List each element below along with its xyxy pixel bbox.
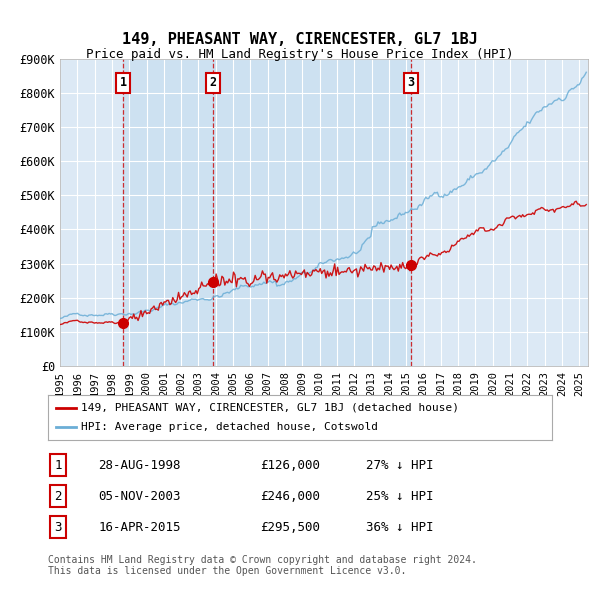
Text: 05-NOV-2003: 05-NOV-2003 xyxy=(98,490,181,503)
Text: 16-APR-2015: 16-APR-2015 xyxy=(98,520,181,534)
Text: £246,000: £246,000 xyxy=(260,490,320,503)
Text: 28-AUG-1998: 28-AUG-1998 xyxy=(98,458,181,472)
Text: 1: 1 xyxy=(55,458,62,472)
Text: 1: 1 xyxy=(119,76,127,89)
Text: 2: 2 xyxy=(55,490,62,503)
Text: £295,500: £295,500 xyxy=(260,520,320,534)
Text: 149, PHEASANT WAY, CIRENCESTER, GL7 1BJ (detached house): 149, PHEASANT WAY, CIRENCESTER, GL7 1BJ … xyxy=(81,403,459,412)
Text: This data is licensed under the Open Government Licence v3.0.: This data is licensed under the Open Gov… xyxy=(48,566,406,576)
Text: 3: 3 xyxy=(407,76,415,89)
Text: 3: 3 xyxy=(55,520,62,534)
Text: Contains HM Land Registry data © Crown copyright and database right 2024.: Contains HM Land Registry data © Crown c… xyxy=(48,555,477,565)
Text: 149, PHEASANT WAY, CIRENCESTER, GL7 1BJ: 149, PHEASANT WAY, CIRENCESTER, GL7 1BJ xyxy=(122,32,478,47)
Text: Price paid vs. HM Land Registry's House Price Index (HPI): Price paid vs. HM Land Registry's House … xyxy=(86,48,514,61)
Bar xyxy=(213,59,411,366)
Text: £126,000: £126,000 xyxy=(260,458,320,472)
Text: 27% ↓ HPI: 27% ↓ HPI xyxy=(365,458,433,472)
Text: HPI: Average price, detached house, Cotswold: HPI: Average price, detached house, Cots… xyxy=(81,422,378,432)
Text: 2: 2 xyxy=(209,76,217,89)
Bar xyxy=(123,59,213,366)
Text: 25% ↓ HPI: 25% ↓ HPI xyxy=(365,490,433,503)
Text: 36% ↓ HPI: 36% ↓ HPI xyxy=(365,520,433,534)
